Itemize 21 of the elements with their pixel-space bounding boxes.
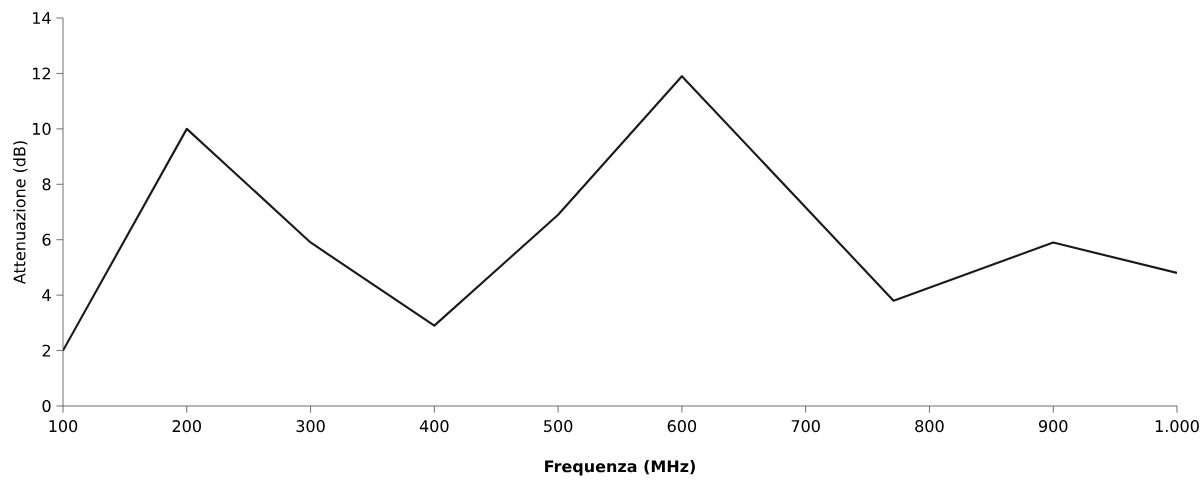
x-tick-label: 600: [667, 420, 697, 433]
x-axis-title: Frequenza (MHz): [545, 459, 695, 476]
y-tick-label: 12: [33, 67, 51, 80]
x-tick-label: 300: [296, 420, 325, 433]
y-tick-label: 8: [42, 178, 51, 191]
x-tick-label: 900: [1038, 420, 1068, 433]
x-tick-label: 1.000: [1155, 420, 1199, 433]
y-tick-label: 4: [42, 289, 51, 301]
x-tick-label: 100: [49, 420, 78, 433]
y-tick-label: 10: [33, 122, 51, 135]
x-tick-label: 200: [172, 420, 201, 433]
y-tick-label: 0: [42, 399, 51, 413]
x-tick-label: 400: [419, 420, 449, 433]
line-series: [63, 75, 1178, 352]
x-tick-label: 700: [791, 420, 820, 433]
x-tick-label: 500: [544, 420, 573, 433]
y-tick-label: 2: [42, 344, 51, 357]
y-axis-title: Attenuazione (dB): [13, 141, 28, 285]
x-tick-label: 800: [915, 420, 944, 433]
y-tick-label: 14: [33, 12, 51, 24]
y-tick-label: 6: [42, 233, 51, 246]
